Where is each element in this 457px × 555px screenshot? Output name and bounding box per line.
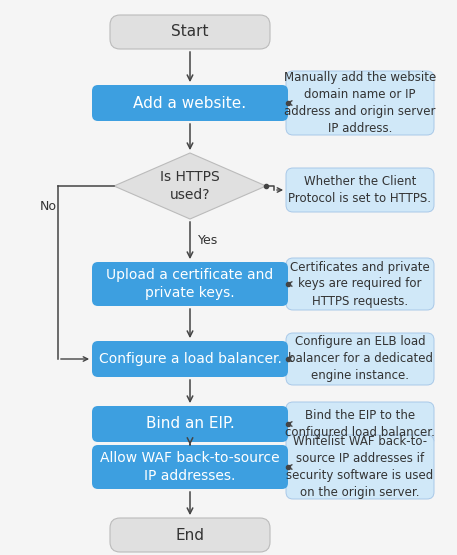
FancyBboxPatch shape <box>286 168 434 212</box>
Text: Manually add the website
domain name or IP
address and origin server
IP address.: Manually add the website domain name or … <box>284 71 436 135</box>
FancyBboxPatch shape <box>286 402 434 446</box>
Text: Upload a certificate and
private keys.: Upload a certificate and private keys. <box>106 268 274 300</box>
Text: Whitelist WAF back-to-
source IP addresses if
security software is used
on the o: Whitelist WAF back-to- source IP address… <box>287 435 434 499</box>
Text: Certificates and private
keys are required for
HTTPS requests.: Certificates and private keys are requir… <box>290 260 430 307</box>
Text: Yes: Yes <box>198 234 218 247</box>
Text: Bind the EIP to the
configured load balancer.: Bind the EIP to the configured load bala… <box>285 409 435 439</box>
FancyBboxPatch shape <box>286 258 434 310</box>
Text: Is HTTPS
used?: Is HTTPS used? <box>160 170 220 202</box>
FancyBboxPatch shape <box>92 85 288 121</box>
FancyBboxPatch shape <box>92 262 288 306</box>
Text: No: No <box>40 199 57 213</box>
FancyBboxPatch shape <box>286 435 434 499</box>
FancyBboxPatch shape <box>92 406 288 442</box>
Text: Add a website.: Add a website. <box>133 95 247 110</box>
FancyBboxPatch shape <box>286 71 434 135</box>
Text: Bind an EIP.: Bind an EIP. <box>146 416 234 431</box>
Text: End: End <box>175 527 204 542</box>
Text: Configure a load balancer.: Configure a load balancer. <box>99 352 282 366</box>
Text: Allow WAF back-to-source
IP addresses.: Allow WAF back-to-source IP addresses. <box>100 451 280 483</box>
Text: Configure an ELB load
balancer for a dedicated
engine instance.: Configure an ELB load balancer for a ded… <box>287 336 432 382</box>
Text: Start: Start <box>171 24 209 39</box>
FancyBboxPatch shape <box>92 341 288 377</box>
FancyBboxPatch shape <box>110 518 270 552</box>
Polygon shape <box>114 153 266 219</box>
Text: Whether the Client
Protocol is set to HTTPS.: Whether the Client Protocol is set to HT… <box>288 175 431 205</box>
FancyBboxPatch shape <box>92 445 288 489</box>
FancyBboxPatch shape <box>286 333 434 385</box>
FancyBboxPatch shape <box>110 15 270 49</box>
